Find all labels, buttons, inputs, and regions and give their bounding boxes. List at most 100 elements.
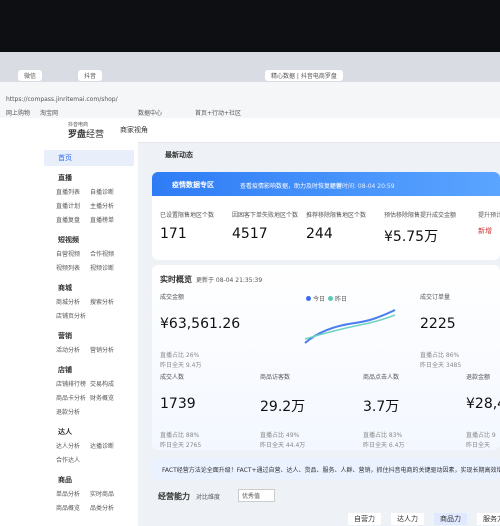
metric-yesterday: 昨日全天 3485 (420, 362, 462, 369)
metric-label: 推荐移除限售地区个数 (306, 212, 367, 219)
epidemic-title: 疫情数据专区 (172, 181, 214, 189)
metric-label: 退款金额 (466, 374, 491, 381)
nav-item[interactable]: 营销分析 (90, 347, 115, 354)
metric-value: 171 (160, 226, 187, 242)
metric-label: 成交金额 (160, 294, 185, 301)
compare-label: 对比维度 (196, 494, 221, 501)
nav-item[interactable]: 直播复盘 (56, 217, 81, 224)
view-switch[interactable]: 商家视角 (120, 126, 148, 134)
nav-item[interactable]: 合作达人 (56, 457, 81, 464)
home-highlight (44, 150, 134, 166)
nav-item[interactable]: 主播分析 (90, 203, 115, 210)
nav-item[interactable]: 直播计划 (56, 203, 81, 210)
metric-label: 提升预计 (478, 212, 500, 219)
metric-label: 成交人数 (160, 374, 185, 381)
nav-item[interactable]: 商品卡分析 (56, 395, 87, 402)
nav-item[interactable]: 视频列表 (56, 265, 81, 272)
nav-item[interactable]: 店铺页分析 (56, 313, 87, 320)
metric-label: 预估移除限售提升成交金额 (384, 212, 457, 219)
nav-item[interactable]: 退款分析 (56, 409, 81, 416)
metric-yesterday: 昨日全天 (466, 442, 491, 449)
nav-item[interactable]: 店铺排行榜 (56, 381, 87, 388)
metric-share: 直播占比 88% (160, 432, 200, 439)
nav-item[interactable]: 达播诊断 (90, 443, 115, 450)
nav-item[interactable]: 商城分析 (56, 299, 81, 306)
nav-home[interactable]: 首页 (58, 154, 72, 162)
brand: 抖音电商 (68, 122, 89, 128)
metric-value: 244 (306, 226, 333, 242)
nav-item[interactable]: 达人分析 (56, 443, 81, 450)
epidemic-header (152, 172, 500, 196)
nav-group: 短视频 (58, 236, 79, 244)
metric-share: 直播占比 86% (420, 352, 460, 359)
nav-item[interactable]: 交易构成 (90, 381, 115, 388)
metric-value: ¥28,4 (466, 396, 500, 412)
nav-item[interactable]: 视频诊断 (90, 265, 115, 272)
metric-yesterday: 昨日全天 2765 (160, 442, 202, 449)
app-header (0, 118, 500, 143)
nav-item[interactable]: 财务概览 (90, 395, 115, 402)
metric-yesterday: 昨日全天 44.4万 (260, 442, 306, 449)
nav-group: 店铺 (58, 366, 72, 374)
metric-value: ¥63,561.26 (160, 316, 241, 332)
legend-label: 今日 (313, 296, 326, 303)
nav-item[interactable]: 直播榜单 (90, 217, 115, 224)
nav-item[interactable]: 搜索分析 (90, 299, 115, 306)
nav-group: 商品 (58, 476, 72, 484)
metric-share: 直播占比 49% (260, 432, 300, 439)
today-line (304, 309, 396, 344)
ability-title: 经营能力 (158, 492, 190, 501)
legend-dot (328, 296, 333, 301)
nav-item[interactable]: 品类分析 (90, 505, 115, 512)
ability-tab[interactable]: 自营力 (348, 513, 381, 525)
bookmark[interactable]: 淘宝网 (40, 110, 59, 117)
nav-item[interactable]: 活动分析 (56, 347, 81, 354)
nav-item[interactable]: 单品分析 (56, 491, 81, 498)
compare-select[interactable]: 优秀值 (238, 489, 276, 502)
nav-item[interactable]: 商品概览 (56, 505, 81, 512)
nav-item[interactable]: 实时商品 (90, 491, 115, 498)
metric-label: 成交订单量 (420, 294, 451, 301)
browser-tab[interactable]: 抖音 (78, 70, 103, 81)
product: 经营 (86, 130, 105, 140)
ability-tab[interactable]: 达人力 (391, 513, 424, 525)
metric-value: 3.7万 (363, 399, 400, 415)
ability-tab[interactable]: 服务力 (477, 513, 500, 525)
epidemic-subtitle: 查看疫情影响数据，助力及时恢复经营 (240, 183, 343, 190)
browser-tab[interactable]: 精心数据 | 抖音电商罗盘 (265, 70, 343, 81)
metric-value: 2225 (420, 316, 456, 332)
yesterday-line (304, 314, 396, 340)
ability-tab[interactable]: 商品力 (434, 513, 467, 525)
nav-group: 达人 (58, 428, 72, 436)
metric-value: ¥5.75万 (384, 229, 439, 245)
logo: 罗盘 (68, 130, 87, 140)
nav-group: 营销 (58, 332, 72, 340)
banner-box (152, 458, 500, 480)
nav-group: 直播 (58, 174, 72, 182)
metric-label: 因困客下单失败地区个数 (232, 212, 299, 219)
epidemic-updated: 更新时间: 08-04 20:59 (330, 183, 395, 190)
metric-label: 已设置限售地区个数 (160, 212, 215, 219)
bezel (0, 0, 500, 52)
nav-item[interactable]: 合作视频 (90, 251, 115, 258)
metric-label: 商品点击人数 (363, 374, 400, 381)
metric-label: 商品访客数 (260, 374, 291, 381)
nav-item[interactable]: 自播诊断 (90, 189, 115, 196)
trend-chart (304, 309, 396, 344)
metric-share: 直播占比 83% (363, 432, 403, 439)
bookmark[interactable]: 首页+行动+社区 (195, 110, 242, 117)
metric-value: 1739 (160, 396, 196, 412)
bookmark[interactable]: 网上购物 (6, 110, 31, 117)
metric-value: 4517 (232, 226, 268, 242)
nav-item[interactable]: 自营视频 (56, 251, 81, 258)
bookmark[interactable]: 数据中心 (138, 110, 163, 117)
nav-item[interactable]: 直播列表 (56, 189, 81, 196)
metric-value: 新增 (478, 227, 492, 235)
metric-value: 29.2万 (260, 399, 306, 415)
banner: FACT经营方法论全面升级！FACT+通过自营、达人、货品、服务、人群、营销，抓… (162, 467, 500, 474)
metric-yesterday: 昨日全天 9.4万 (160, 362, 202, 369)
browser-tab[interactable]: 微信 (18, 70, 43, 81)
realtime-updated: 更新于 08-04 21:35:39 (196, 277, 263, 284)
metric-yesterday: 昨日全天 6.4万 (363, 442, 405, 449)
toolbar (0, 82, 500, 118)
